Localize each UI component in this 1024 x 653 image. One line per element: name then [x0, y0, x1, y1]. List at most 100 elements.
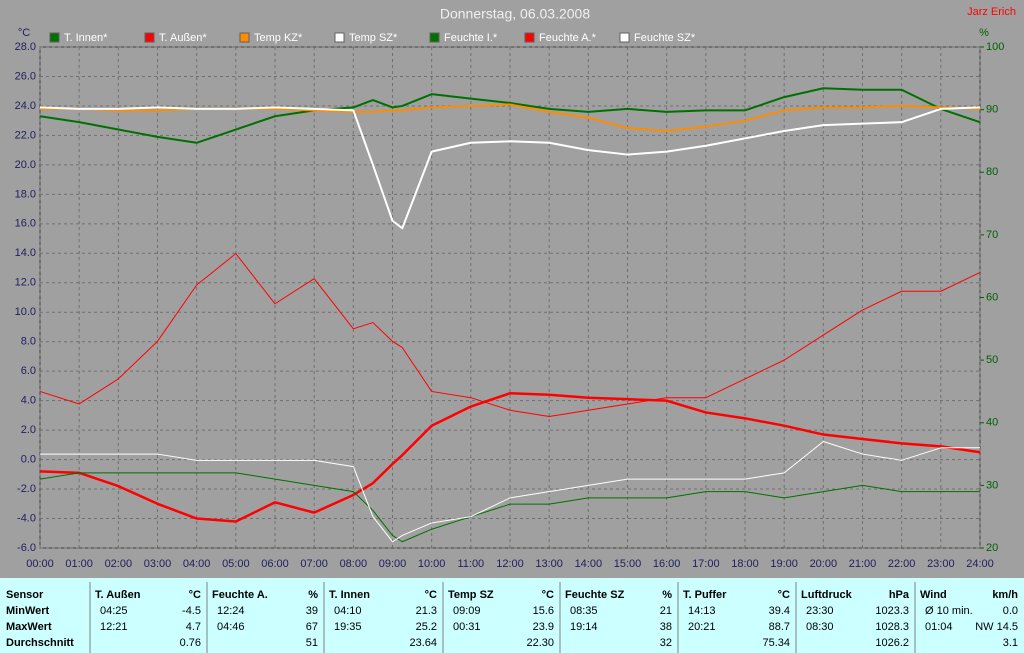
- cell-time: 20:21: [688, 621, 716, 633]
- cell-time: 08:30: [806, 621, 834, 633]
- group-unit: hPa: [889, 589, 910, 601]
- y-tick-label: 6.0: [21, 365, 36, 377]
- cell-value: 1028.3: [875, 621, 909, 633]
- x-tick-label: 20:00: [810, 558, 838, 570]
- cell-value: 39: [306, 605, 318, 617]
- cell-value: 1023.3: [875, 605, 909, 617]
- group-header: T. Puffer: [683, 589, 727, 601]
- cell-value: 4.7: [186, 621, 201, 633]
- x-tick-label: 07:00: [300, 558, 328, 570]
- stats-table: Sensor MinWert MaxWert Durchschnitt T. Außen…: [6, 582, 1018, 653]
- cell-time: 19:14: [570, 621, 598, 633]
- y-tick-label: -4.0: [17, 512, 36, 524]
- legend-label: Feuchte A.*: [539, 32, 597, 44]
- cell-time: 09:09: [453, 605, 481, 617]
- cell-value: NW 14.5: [975, 621, 1018, 633]
- y-tick-label: -6.0: [17, 542, 36, 554]
- legend-label: Temp KZ*: [254, 32, 303, 44]
- y2-tick-label: 100: [986, 41, 1004, 53]
- x-tick-label: 22:00: [888, 558, 916, 570]
- x-tick-label: 12:00: [496, 558, 524, 570]
- y-tick-label: 14.0: [15, 247, 36, 259]
- x-tick-label: 13:00: [535, 558, 563, 570]
- cell-time: 04:25: [100, 605, 128, 617]
- y-tick-label: 20.0: [15, 159, 36, 171]
- group-unit: °C: [778, 589, 790, 601]
- x-tick-label: 18:00: [731, 558, 759, 570]
- y-tick-label: 24.0: [15, 100, 36, 112]
- cell-time: 08:35: [570, 605, 598, 617]
- y2-tick-label: 80: [986, 166, 998, 178]
- cell-value: 21.3: [416, 605, 437, 617]
- cell-value: 38: [660, 621, 672, 633]
- group-header: Temp SZ: [448, 589, 494, 601]
- group-unit: %: [662, 589, 672, 601]
- cell-time: 14:13: [688, 605, 716, 617]
- cell-time: 01:04: [925, 621, 953, 633]
- y2-tick-label: 30: [986, 479, 998, 491]
- y-tick-label: 2.0: [21, 424, 36, 436]
- cell-value: -4.5: [182, 605, 201, 617]
- cell-value: 0.76: [180, 637, 201, 649]
- legend-swatch: [239, 32, 250, 43]
- y-tick-label: 12.0: [15, 277, 36, 289]
- cell-time: 23:30: [806, 605, 834, 617]
- x-tick-label: 06:00: [261, 558, 289, 570]
- y2-tick-label: 60: [986, 291, 998, 303]
- cell-time: 04:10: [334, 605, 362, 617]
- group-header: Luftdruck: [801, 589, 853, 601]
- x-tick-label: 23:00: [927, 558, 955, 570]
- x-tick-label: 04:00: [183, 558, 211, 570]
- cell-value: 15.6: [533, 605, 554, 617]
- legend-label: Temp SZ*: [349, 32, 398, 44]
- chart-title: Donnerstag, 06.03.2008: [440, 6, 590, 22]
- y2-tick-label: 90: [986, 104, 998, 116]
- row-label: Sensor: [6, 589, 44, 601]
- cell-value: 21: [660, 605, 672, 617]
- cell-value: 1026.2: [875, 637, 909, 649]
- row-label: Durchschnitt: [6, 637, 74, 649]
- x-tick-label: 03:00: [144, 558, 172, 570]
- series-line: [39, 87, 981, 144]
- x-tick-label: 05:00: [222, 558, 250, 570]
- cell-time: 19:35: [334, 621, 362, 633]
- group-header: T. Innen: [329, 589, 370, 601]
- cell-time: Ø 10 min.: [925, 605, 973, 617]
- x-tick-label: 10:00: [418, 558, 446, 570]
- cell-value: 0.0: [1003, 605, 1018, 617]
- cell-value: 3.1: [1003, 637, 1018, 649]
- cell-time: 12:21: [100, 621, 128, 633]
- cell-time: 00:31: [453, 621, 481, 633]
- x-tick-label: 09:00: [379, 558, 407, 570]
- cell-value: 25.2: [416, 621, 437, 633]
- cell-value: 23.9: [533, 621, 554, 633]
- cell-time: 12:24: [217, 605, 245, 617]
- legend-swatch: [524, 32, 535, 43]
- x-tick-label: 16:00: [653, 558, 681, 570]
- legend-label: T. Außen*: [159, 32, 207, 44]
- y-axis-label: °C: [18, 27, 30, 39]
- y-tick-label: 22.0: [15, 129, 36, 141]
- x-tick-label: 11:00: [457, 558, 484, 570]
- legend-swatch: [49, 32, 60, 43]
- group-unit: °C: [425, 589, 437, 601]
- group-unit: km/h: [992, 589, 1018, 601]
- cell-value: 75.34: [762, 637, 790, 649]
- legend-label: Feuchte I.*: [444, 32, 498, 44]
- y-tick-label: 28.0: [15, 41, 36, 53]
- author: Jarz Erich: [967, 6, 1016, 18]
- series-line: [40, 441, 980, 543]
- group-unit: %: [308, 589, 318, 601]
- y-tick-label: 10.0: [15, 306, 36, 318]
- y-tick-label: 4.0: [21, 395, 36, 407]
- y-tick-label: 8.0: [21, 336, 36, 348]
- row-label: MaxWert: [6, 621, 52, 633]
- series-line: [39, 253, 981, 417]
- y2-tick-label: 50: [986, 354, 998, 366]
- group-header: Feuchte A.: [212, 589, 268, 601]
- x-tick-label: 08:00: [340, 558, 368, 570]
- y-tick-label: -2.0: [17, 483, 36, 495]
- x-tick-label: 14:00: [575, 558, 603, 570]
- legend-swatch: [619, 32, 630, 43]
- group-header: T. Außen: [95, 589, 141, 601]
